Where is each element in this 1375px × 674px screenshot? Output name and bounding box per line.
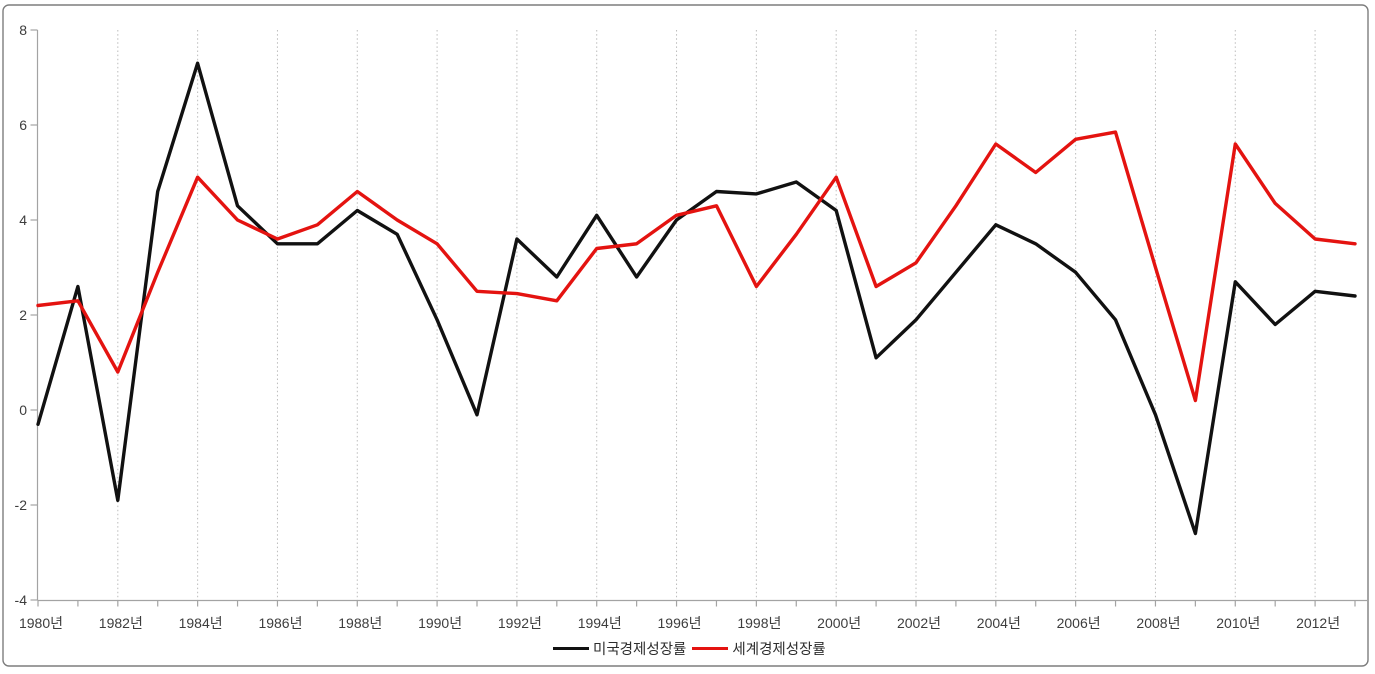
x-axis-label: 1998년 — [737, 615, 781, 631]
x-axis-label: 2010년 — [1216, 615, 1260, 631]
y-axis-label: 0 — [19, 402, 27, 418]
x-axis-label: 1994년 — [578, 615, 622, 631]
axes-and-ticks — [30, 29, 1368, 607]
x-axis-label: 1992년 — [498, 615, 542, 631]
y-axis-label: -4 — [15, 592, 28, 608]
x-axis-label: 2000년 — [817, 615, 861, 631]
x-axis-label: 1996년 — [658, 615, 702, 631]
world-line-swatch-icon — [692, 647, 729, 650]
x-axis-label: 1984년 — [179, 615, 223, 631]
x-axis-label: 2012년 — [1296, 615, 1340, 631]
y-axis-label: 4 — [19, 212, 27, 228]
axis-tick-labels: 8 6 4 2 0 -2 -4 1980년 1982년 1984년 1986년 1988년 1990년 1… — [15, 22, 1341, 631]
y-axis-label: 2 — [19, 307, 27, 323]
x-axis-label: 2004년 — [977, 615, 1021, 631]
legend: 미국경제성장률 세계경제성장률 — [553, 638, 826, 659]
vertical-gridlines — [117, 30, 1316, 601]
x-axis-label: 1988년 — [338, 615, 382, 631]
chart-outer-border — [2, 4, 1369, 667]
legend-label-us: 미국경제성장률 — [593, 642, 687, 658]
x-axis-label: 2006년 — [1057, 615, 1101, 631]
x-axis-label: 1982년 — [99, 615, 143, 631]
x-axis-label: 2002년 — [897, 615, 941, 631]
x-axis-label: 2008년 — [1136, 615, 1180, 631]
y-axis-label: 6 — [19, 117, 27, 133]
y-axis-label: -2 — [15, 497, 28, 513]
x-axis-label: 1990년 — [418, 615, 462, 631]
legend-item-world: 세계경제성장률 — [692, 638, 826, 659]
us-growth-line — [36, 61, 1357, 536]
data-series-lines — [36, 61, 1357, 536]
outer-border-rect — [2, 4, 1369, 667]
x-axis-label: 1986년 — [258, 615, 302, 631]
legend-item-us: 미국경제성장률 — [553, 638, 686, 659]
y-axis-label: 8 — [19, 22, 27, 38]
world-growth-line — [36, 130, 1357, 403]
us-line-swatch-icon — [553, 647, 589, 650]
legend-label-world: 세계경제성장률 — [732, 642, 826, 658]
x-axis-label: 1980년 — [19, 615, 63, 631]
